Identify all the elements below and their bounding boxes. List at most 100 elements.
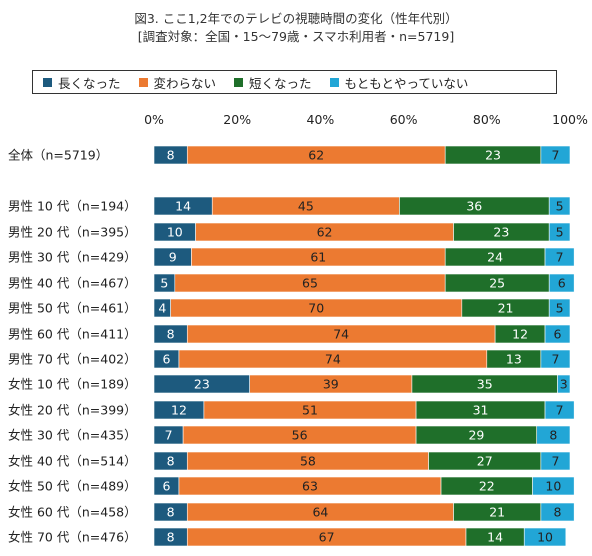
data-label: 45 (298, 199, 314, 214)
data-label: 7 (556, 250, 564, 265)
x-tick-label: 100% (552, 112, 588, 127)
data-label: 7 (551, 352, 559, 367)
data-label: 8 (167, 530, 175, 545)
data-label: 25 (489, 276, 505, 291)
bar-segment (536, 425, 571, 445)
legend-label: 短くなった (249, 75, 312, 91)
category-label: 女性 60 代（n=458） (8, 505, 137, 520)
data-label: 70 (308, 301, 324, 316)
data-label: 24 (487, 250, 503, 265)
data-label: 74 (333, 327, 349, 342)
bar-segment (557, 374, 571, 394)
bar-segment (540, 349, 571, 369)
data-label: 21 (498, 301, 514, 316)
data-label: 58 (300, 454, 316, 469)
bar-segment (548, 222, 571, 242)
data-label: 67 (319, 530, 335, 545)
data-label: 10 (537, 530, 553, 545)
data-label: 6 (163, 352, 171, 367)
category-label: 男性 60 代（n=411） (8, 327, 137, 342)
data-label: 14 (487, 530, 503, 545)
data-label: 5 (556, 199, 564, 214)
data-label: 23 (194, 377, 210, 392)
data-label: 22 (479, 479, 495, 494)
legend-label: 変わらない (153, 75, 217, 91)
bar-segment (544, 324, 571, 344)
bar-segment (548, 298, 571, 318)
data-label: 9 (169, 250, 177, 265)
bar-segment (540, 502, 575, 522)
chart-subtitle: [調査対象：全国・15〜79歳・スマホ利用者・n=5719] (137, 29, 455, 44)
x-tick-label: 0% (144, 112, 164, 127)
chart-title: 図3. ここ1,2年でのテレビの視聴時間の変化（性年代別） (134, 11, 458, 26)
data-label: 65 (302, 276, 318, 291)
data-label: 8 (554, 505, 562, 520)
data-label: 8 (167, 148, 175, 163)
legend-item: 変わらない (138, 73, 217, 92)
data-label: 56 (292, 428, 308, 443)
legend-swatch (138, 77, 148, 87)
category-label: 男性 10 代（n=194） (8, 199, 137, 214)
category-label: 女性 40 代（n=514） (8, 454, 137, 469)
data-label: 39 (323, 377, 339, 392)
data-label: 29 (468, 428, 484, 443)
legend-item: 長くなった (43, 73, 121, 92)
bar-segment (540, 145, 571, 165)
legend-item: 短くなった (234, 73, 312, 92)
x-tick-label: 60% (390, 112, 418, 127)
data-label: 21 (489, 505, 505, 520)
data-label: 12 (512, 327, 528, 342)
data-label: 3 (560, 377, 568, 392)
bar-segment (532, 476, 575, 496)
data-label: 7 (556, 403, 564, 418)
bar-segment (540, 451, 571, 471)
data-label: 8 (167, 327, 175, 342)
data-label: 51 (302, 403, 318, 418)
category-label: 男性 40 代（n=467） (8, 276, 137, 291)
chart-legend: 長くなった 変わらない 短くなった もともとやっていない (32, 70, 557, 94)
data-label: 74 (325, 352, 341, 367)
data-label: 64 (312, 505, 328, 520)
data-label: 27 (477, 454, 493, 469)
data-label: 14 (175, 199, 191, 214)
data-label: 10 (545, 479, 561, 494)
data-label: 35 (477, 377, 493, 392)
x-tick-label: 20% (223, 112, 251, 127)
category-label: 男性 50 代（n=461） (8, 301, 137, 316)
data-label: 61 (310, 250, 326, 265)
legend-swatch (43, 77, 52, 87)
bar-segment (523, 527, 567, 547)
data-label: 36 (466, 199, 482, 214)
data-label: 8 (549, 428, 557, 443)
data-label: 5 (160, 276, 168, 291)
data-label: 23 (493, 225, 509, 240)
data-label: 5 (556, 225, 564, 240)
data-label: 62 (308, 148, 324, 163)
data-label: 62 (317, 225, 333, 240)
category-label: 女性 30 代（n=435） (8, 428, 137, 443)
data-label: 6 (163, 479, 171, 494)
bar-segment (544, 247, 575, 267)
data-label: 10 (167, 225, 183, 240)
data-label: 4 (158, 301, 166, 316)
data-label: 7 (165, 428, 173, 443)
category-label: 女性 70 代（n=476） (8, 530, 137, 545)
data-label: 5 (556, 301, 564, 316)
category-label: 女性 10 代（n=189） (8, 377, 137, 392)
legend-label: 長くなった (58, 75, 121, 91)
category-label: 男性 70 代（n=402） (8, 352, 137, 367)
bar-segment (548, 196, 571, 216)
data-label: 63 (302, 479, 318, 494)
category-label: 女性 20 代（n=399） (8, 403, 137, 418)
legend-item: もともとやっていない (329, 73, 469, 92)
data-label: 13 (506, 352, 522, 367)
legend-label: もともとやっていない (344, 75, 469, 91)
data-label: 8 (167, 454, 175, 469)
bar-segment (544, 400, 575, 420)
data-label: 31 (473, 403, 489, 418)
x-tick-label: 40% (307, 112, 335, 127)
category-label: 男性 20 代（n=395） (8, 225, 137, 240)
category-label: 男性 30 代（n=429） (8, 250, 137, 265)
data-label: 23 (485, 148, 501, 163)
data-label: 6 (558, 276, 566, 291)
